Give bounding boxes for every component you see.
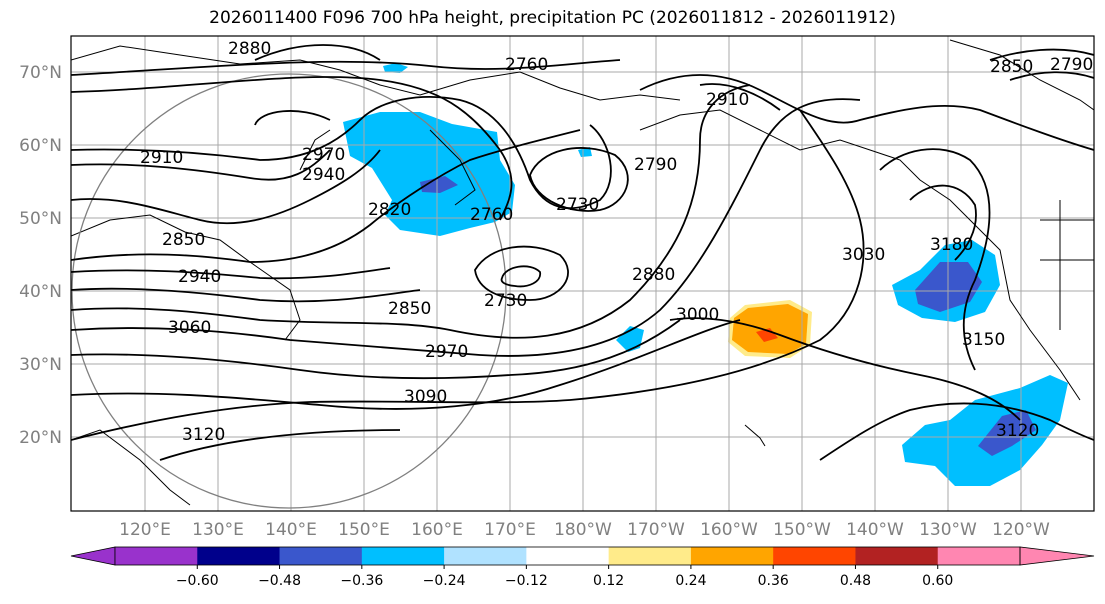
contour-label: 2790: [1050, 55, 1093, 75]
lon-tick-label: 150°E: [338, 520, 390, 540]
colorbar-tick-label: −0.12: [505, 573, 548, 589]
colorbar-segment: [690, 547, 774, 565]
contour-label: 2820: [368, 200, 411, 220]
colorbar-extend-high: [1019, 546, 1095, 566]
colorbar-segment: [197, 547, 281, 565]
contour-label: 2850: [162, 230, 205, 250]
lon-tick-label: 170°E: [484, 520, 536, 540]
colorbar-segment: [773, 547, 856, 565]
lon-tick-label: 120°E: [119, 520, 171, 540]
lon-tick-label: 140°W: [846, 520, 904, 540]
contour-label: 3060: [168, 318, 211, 338]
range-ring: [71, 73, 507, 509]
precip-area-arctic: [383, 63, 408, 73]
lon-tick-label: 130°W: [919, 520, 977, 540]
contour-label: 3120: [996, 421, 1039, 441]
colorbar-segment: [937, 547, 1021, 565]
contour-label: 2850: [388, 299, 431, 319]
coastlines: [71, 39, 1094, 506]
colorbar-segment: [361, 547, 445, 565]
precip-core-kamchatka: [420, 176, 458, 193]
latitude-tick-labels: 70°N 60°N 50°N 40°N 30°N 20°N: [19, 63, 62, 448]
contour-label: 3180: [930, 235, 973, 255]
contour-label: 2730: [556, 195, 599, 215]
contour-label: 2910: [706, 90, 749, 110]
height-contours: [71, 44, 1094, 461]
lat-tick-label: 60°N: [19, 136, 62, 156]
contour-label: 3120: [182, 425, 225, 445]
contour-label: 2850: [990, 57, 1033, 77]
precip-area-kamchatka: [343, 112, 515, 236]
colorbar-segment: [526, 547, 610, 565]
contour-label: 3000: [676, 305, 719, 325]
contour-label: 2970: [425, 342, 468, 362]
contour-label: 2910: [140, 148, 183, 168]
colorbar-tick-label: 0.12: [593, 573, 624, 589]
colorbar-tick-label: −0.36: [340, 573, 383, 589]
contour-label: 2790: [634, 155, 677, 175]
contour-label: 2970: [302, 145, 345, 165]
colorbar-tick-label: 0.24: [675, 573, 706, 589]
lon-tick-label: 170°W: [627, 520, 685, 540]
colorbar-extend-low: [70, 546, 116, 566]
precip-area-subtropic: [902, 375, 1068, 486]
contour-label: 2880: [632, 265, 675, 285]
colorbar-segment: [608, 547, 692, 565]
colorbar-segment: [444, 547, 527, 565]
colorbar-tick-label: −0.60: [176, 573, 219, 589]
colorbar-tick-label: −0.24: [423, 573, 466, 589]
lat-tick-label: 30°N: [19, 355, 62, 375]
colorbar-segment: [279, 547, 363, 565]
lon-tick-label: 120°W: [992, 520, 1050, 540]
colorbar: −0.60 −0.48 −0.36 −0.24 −0.12 0.12 0.24 0.36 0.4…: [70, 546, 1095, 589]
contour-label: 2730: [484, 291, 527, 311]
colorbar-tick-label: −0.48: [258, 573, 301, 589]
lon-tick-label: 180°W: [554, 520, 612, 540]
map-frame: [70, 35, 1095, 512]
contour-label: 3090: [404, 387, 447, 407]
lat-tick-label: 70°N: [19, 63, 62, 83]
lat-tick-label: 50°N: [19, 209, 62, 229]
contour-label: 2880: [228, 39, 271, 59]
lat-tick-label: 20°N: [19, 428, 62, 448]
lon-tick-label: 130°E: [192, 520, 244, 540]
contour-label: 2940: [178, 267, 221, 287]
contour-label: 3030: [842, 245, 885, 265]
longitude-tick-labels: 120°E 130°E 140°E 150°E 160°E 170°E 180°W 170°W…: [119, 520, 1050, 540]
colorbar-tick-label: 0.36: [758, 573, 789, 589]
lon-tick-label: 150°W: [773, 520, 831, 540]
lon-tick-label: 160°E: [411, 520, 463, 540]
colorbar-frame: [114, 546, 1021, 566]
lon-tick-label: 160°W: [700, 520, 758, 540]
contour-label: 2760: [505, 55, 548, 75]
contour-labels: 2880 2760 2910 2970 2940 2820 2760 2730 …: [140, 39, 1093, 445]
colorbar-segment: [855, 547, 939, 565]
colorbar-tick-label: 0.60: [922, 573, 953, 589]
colorbar-segment: [115, 547, 198, 565]
contour-label: 3150: [962, 330, 1005, 350]
figure-title: 2026011400 F096 700 hPa height, precipit…: [209, 8, 896, 28]
lon-tick-label: 140°E: [265, 520, 317, 540]
lat-tick-label: 40°N: [19, 282, 62, 302]
contour-label: 2940: [302, 165, 345, 185]
contour-label: 2760: [470, 205, 513, 225]
colorbar-tick-label: 0.48: [840, 573, 871, 589]
precip-area-bering: [578, 147, 592, 157]
